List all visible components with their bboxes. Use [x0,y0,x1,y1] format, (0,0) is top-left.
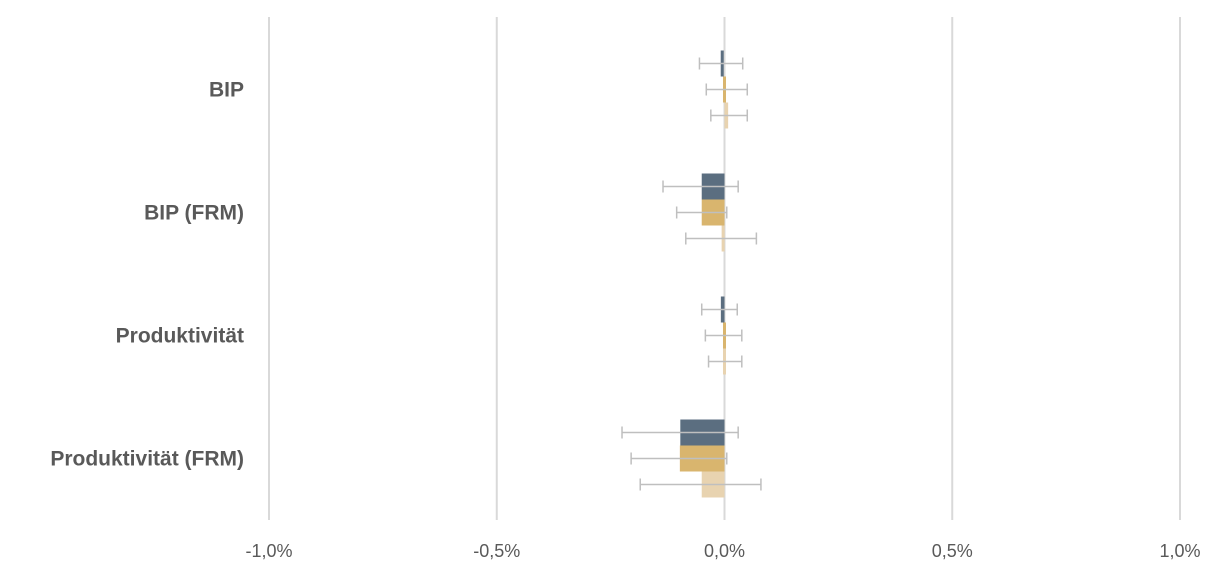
category-label-bip-frm: BIP (FRM) [144,202,244,225]
x-tick-label: -0,5% [473,541,520,561]
error-bars [621,57,762,491]
category-label-produktivitaet-frm: Produktivität (FRM) [50,448,244,471]
category-labels: BIP BIP (FRM) Produktivität Produktivitä… [50,79,244,471]
category-label-produktivitaet: Produktivität [116,325,244,348]
x-tick-labels: -1,0% -0,5% 0,0% 0,5% 1,0% [245,541,1200,561]
x-tick-label: 0,0% [704,541,745,561]
category-label-bip: BIP [209,79,244,102]
x-tick-label: -1,0% [245,541,292,561]
x-tick-label: 1,0% [1159,541,1200,561]
bars [679,50,729,498]
x-tick-label: 0,5% [932,541,973,561]
